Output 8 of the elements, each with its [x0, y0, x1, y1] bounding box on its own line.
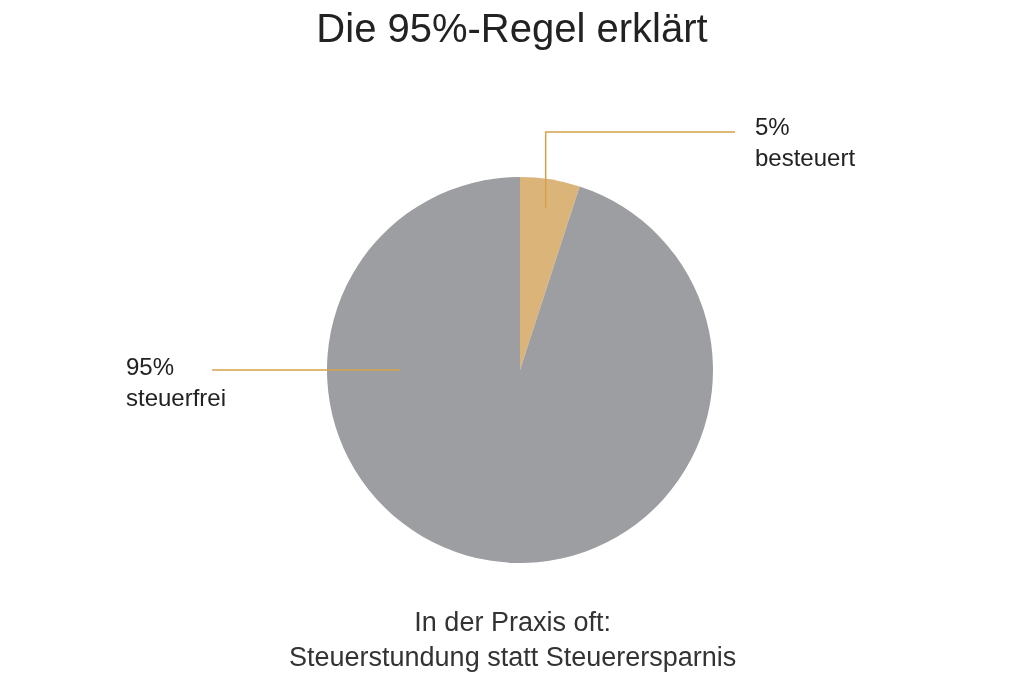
- text: In der Praxis oft: Steuerstundung statt Steuerersparnis: [289, 607, 737, 673]
- pie-slice: [327, 177, 713, 563]
- data-label: 95%: [126, 353, 175, 380]
- chart-title: Die 95%-Regel erklärt: [316, 6, 708, 50]
- data-label: 5%: [755, 113, 790, 140]
- slice-label: steuerfrei: [126, 384, 227, 412]
- pie-slice: [520, 177, 580, 370]
- slice-label: besteuert: [755, 144, 856, 172]
